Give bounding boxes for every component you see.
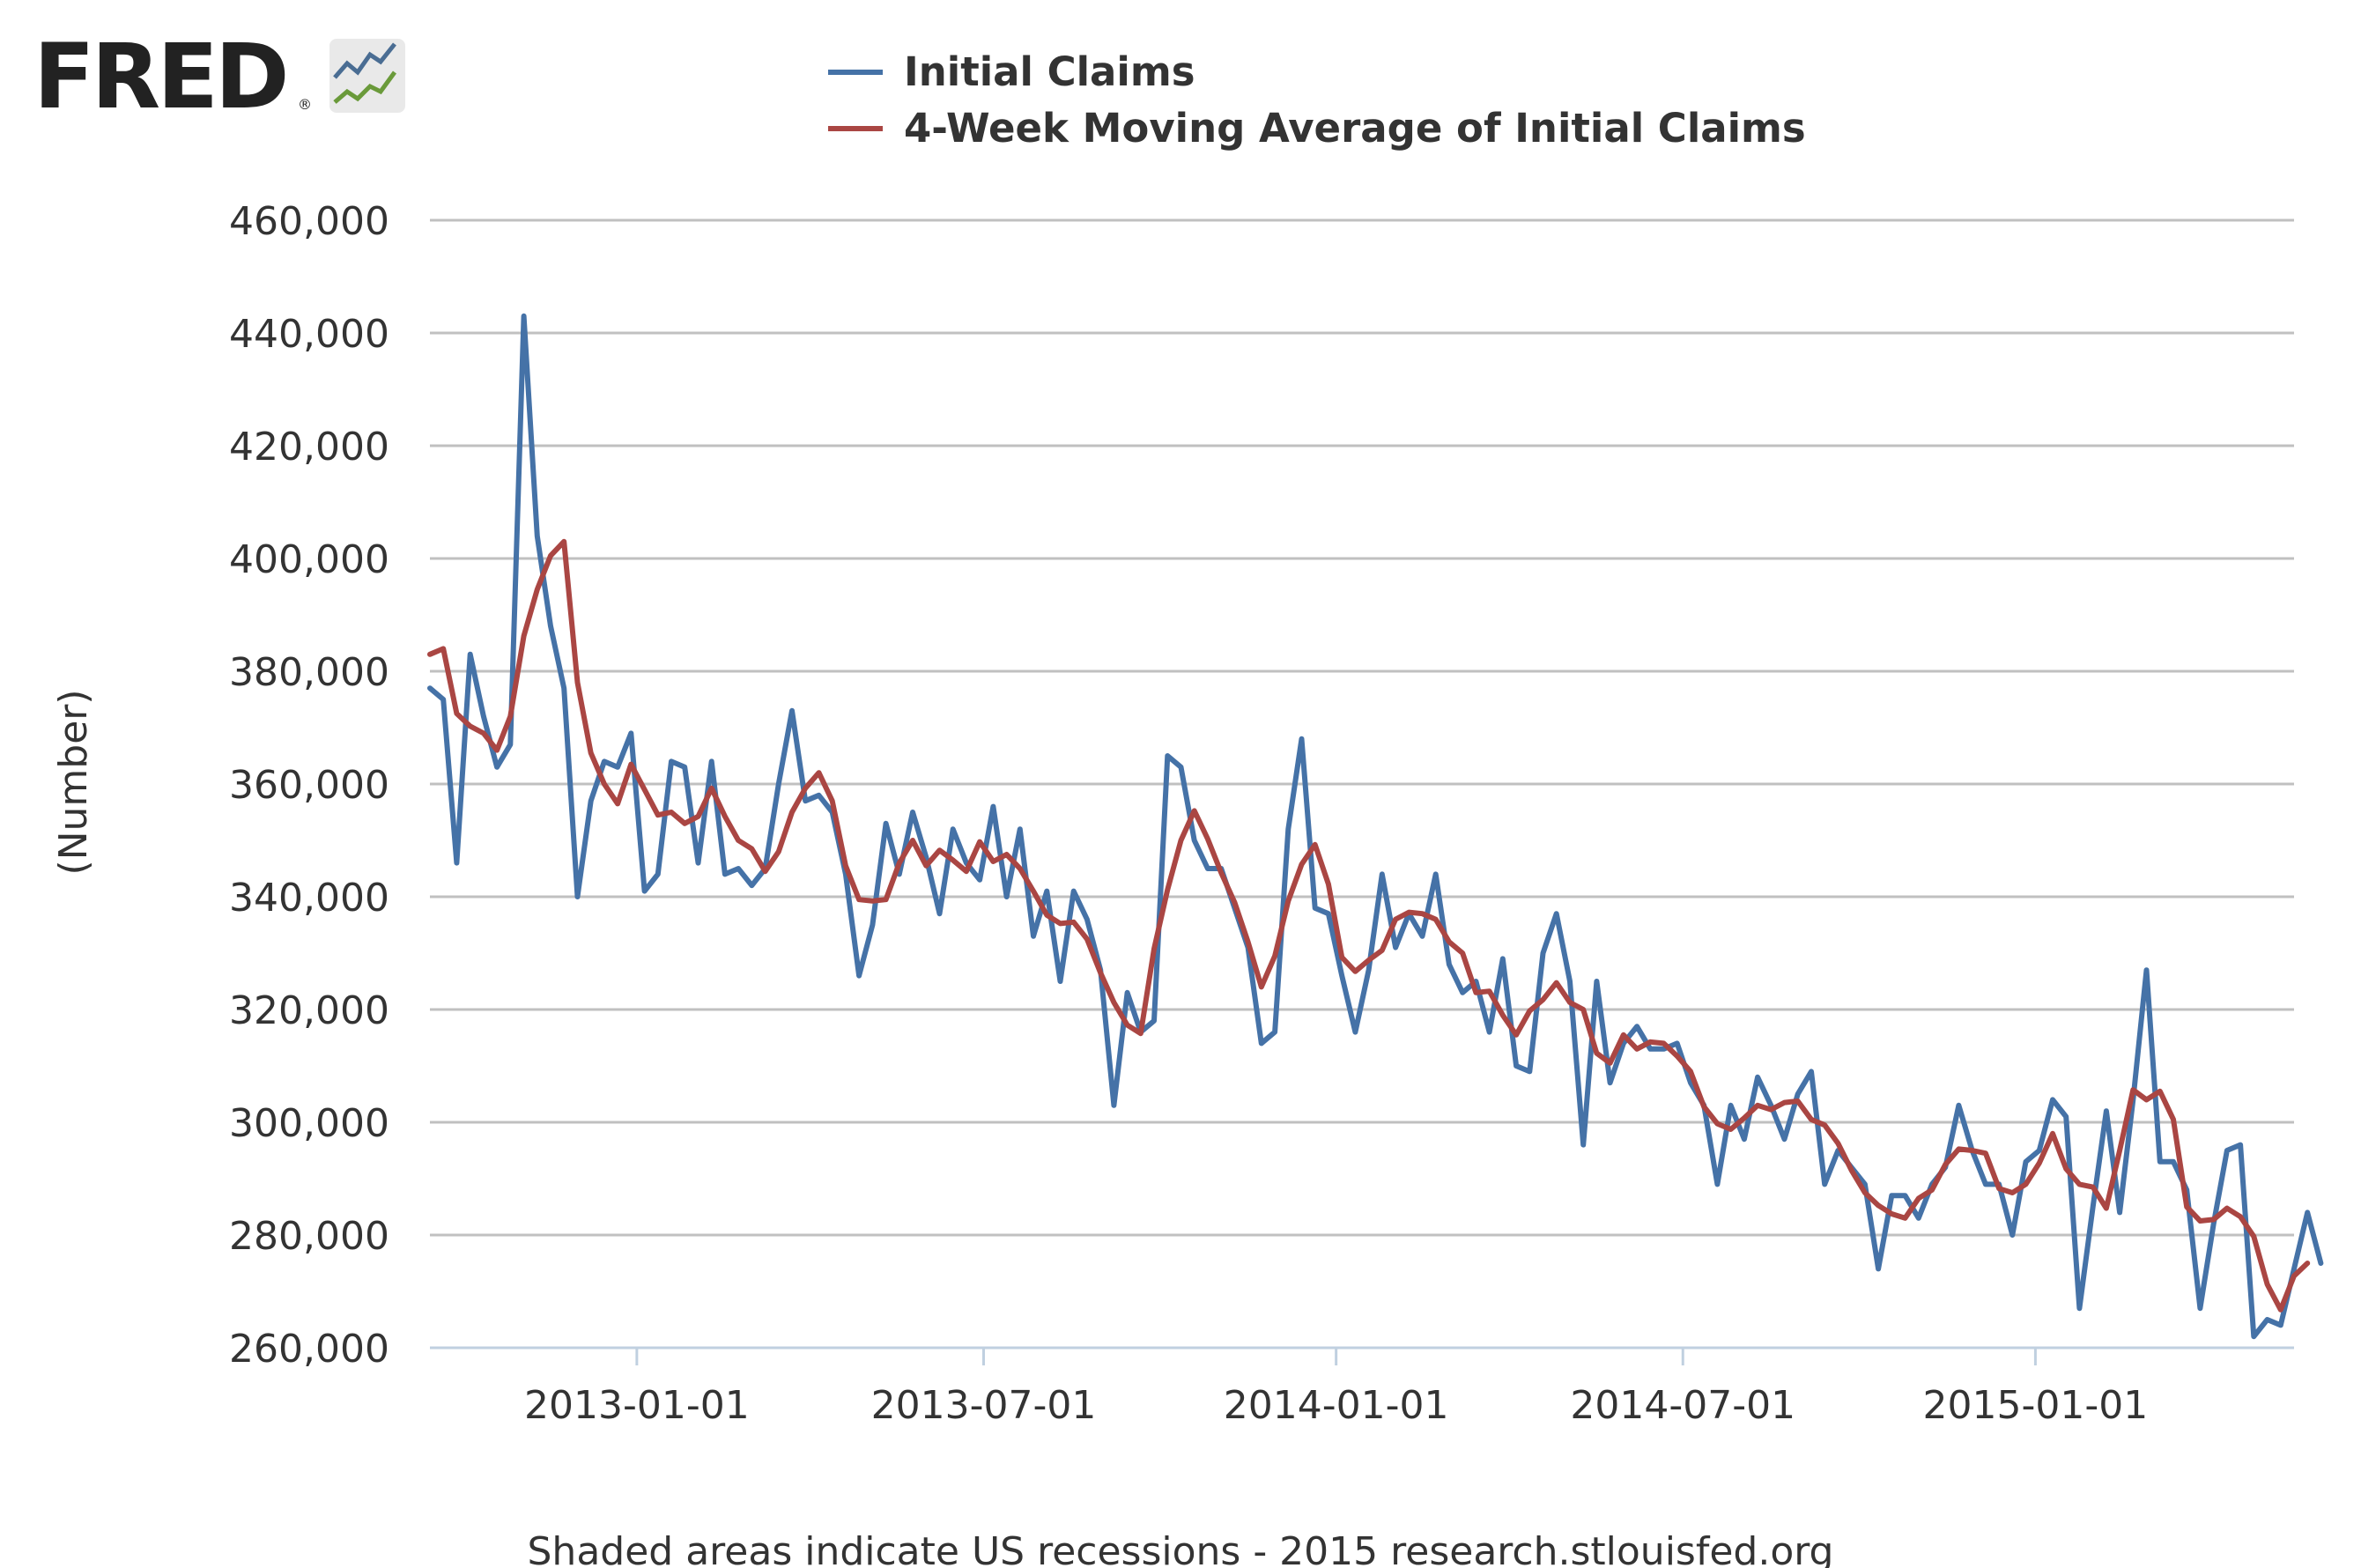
plot-area bbox=[427, 313, 2324, 1340]
y-tick-label: 300,000 bbox=[229, 1101, 389, 1146]
fred-logo-text: FRED bbox=[33, 26, 286, 123]
grid bbox=[430, 218, 2294, 1237]
y-tick-label: 440,000 bbox=[229, 312, 389, 357]
y-tick-label: 260,000 bbox=[229, 1327, 389, 1372]
legend-label-initial-claims: Initial Claims bbox=[904, 48, 1195, 95]
y-tick-label: 360,000 bbox=[229, 763, 389, 808]
legend: Initial Claims 4-Week Moving Average of … bbox=[828, 48, 1806, 152]
x-tick-label: 2014-01-01 bbox=[1224, 1383, 1449, 1428]
y-tick-label: 340,000 bbox=[229, 876, 389, 921]
y-tick-label: 420,000 bbox=[229, 425, 389, 470]
series-line-moving-average bbox=[427, 538, 2311, 1313]
fred-logo: FRED ® bbox=[33, 26, 405, 123]
y-axis: 260,000 280,000 300,000 320,000 340,000 360,0… bbox=[229, 199, 389, 1372]
x-axis: 2013-01-01 2013-07-01 2014-01-01 2014-07-01… bbox=[430, 1346, 2294, 1428]
legend-label-moving-average: 4-Week Moving Average of Initial Claims bbox=[904, 105, 1806, 152]
x-tick-label: 2015-01-01 bbox=[1923, 1383, 2149, 1428]
y-tick-label: 320,000 bbox=[229, 988, 389, 1033]
y-tick-label: 280,000 bbox=[229, 1214, 389, 1259]
x-tick-label: 2013-01-01 bbox=[524, 1383, 750, 1428]
chart-footer: Shaded areas indicate US recessions - 20… bbox=[528, 1529, 1834, 1568]
y-axis-label: (Number) bbox=[51, 689, 96, 875]
fred-logo-registered: ® bbox=[298, 96, 312, 113]
y-tick-label: 400,000 bbox=[229, 537, 389, 582]
y-tick-label: 460,000 bbox=[229, 199, 389, 244]
x-tick-label: 2014-07-01 bbox=[1570, 1383, 1795, 1428]
y-tick-label: 380,000 bbox=[229, 650, 389, 695]
x-tick-label: 2013-07-01 bbox=[871, 1383, 1097, 1428]
fred-logo-graph-icon bbox=[329, 39, 405, 113]
series-line-initial-claims bbox=[427, 313, 2324, 1340]
